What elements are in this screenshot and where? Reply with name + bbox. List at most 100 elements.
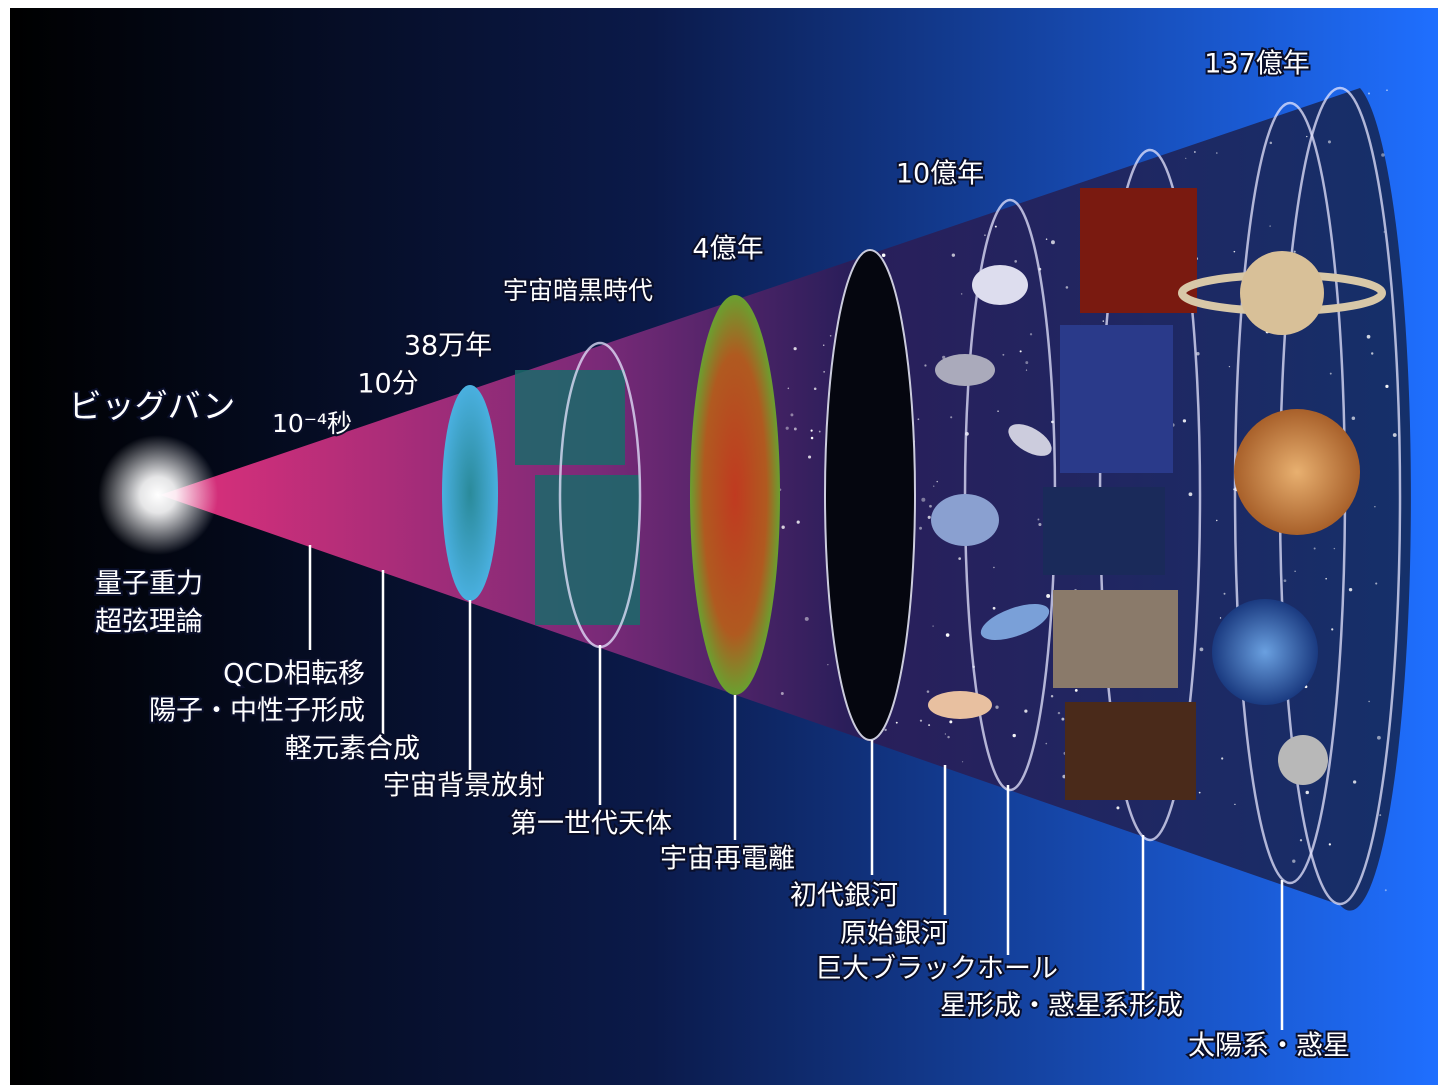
photo bbox=[1080, 188, 1197, 313]
star bbox=[1045, 238, 1048, 240]
star bbox=[1102, 320, 1105, 322]
epoch-label: 10分 bbox=[357, 369, 418, 400]
galaxy bbox=[931, 494, 999, 546]
star bbox=[1219, 617, 1222, 619]
star bbox=[810, 429, 813, 432]
star bbox=[781, 525, 785, 529]
star bbox=[1185, 157, 1187, 159]
star bbox=[1025, 361, 1029, 365]
star bbox=[947, 735, 950, 739]
event-label: 太陽系・惑星 bbox=[1188, 1031, 1350, 1062]
big-bang-label: ビッグバン bbox=[69, 387, 236, 426]
epoch-label: 10⁻⁴秒 bbox=[272, 409, 352, 438]
saturn bbox=[1240, 251, 1324, 335]
cmb-map bbox=[442, 385, 498, 601]
star bbox=[984, 234, 986, 236]
star bbox=[1327, 140, 1331, 144]
star bbox=[823, 371, 825, 373]
star bbox=[1012, 733, 1016, 738]
event-label: 星形成・惑星系形成 bbox=[940, 991, 1183, 1022]
epoch-label: 38万年 bbox=[404, 331, 492, 362]
star bbox=[1366, 334, 1371, 339]
star bbox=[787, 387, 790, 390]
event-label: 量子重力 bbox=[95, 569, 203, 600]
star bbox=[895, 721, 898, 724]
star bbox=[1057, 711, 1061, 715]
star bbox=[1188, 492, 1193, 497]
star bbox=[1216, 152, 1218, 154]
photo bbox=[1060, 325, 1173, 473]
star bbox=[1221, 757, 1224, 760]
star bbox=[1233, 250, 1236, 253]
star bbox=[1002, 353, 1005, 356]
star bbox=[961, 761, 964, 763]
star bbox=[929, 504, 932, 508]
event-label: 宇宙再電離 bbox=[660, 844, 795, 875]
star bbox=[1386, 89, 1388, 91]
star bbox=[1374, 506, 1376, 508]
galaxy bbox=[980, 603, 1050, 641]
star bbox=[1325, 577, 1327, 580]
star bbox=[1269, 141, 1273, 145]
star bbox=[813, 387, 817, 391]
star bbox=[1038, 522, 1042, 527]
star bbox=[793, 347, 797, 351]
simulation-cube bbox=[515, 370, 625, 465]
star bbox=[992, 606, 996, 610]
star bbox=[1351, 416, 1356, 421]
star bbox=[1377, 735, 1381, 740]
star bbox=[1046, 594, 1051, 598]
star bbox=[1074, 688, 1078, 692]
event-label: 軽元素合成 bbox=[285, 734, 420, 765]
star bbox=[1029, 333, 1033, 336]
star bbox=[997, 410, 999, 412]
star bbox=[1045, 742, 1048, 745]
star bbox=[924, 364, 927, 367]
epoch-label: 4億年 bbox=[692, 234, 763, 265]
star bbox=[1019, 350, 1022, 353]
star bbox=[1353, 780, 1357, 784]
star bbox=[917, 418, 920, 421]
star bbox=[1223, 592, 1226, 595]
event-label: QCD相転移 bbox=[223, 659, 365, 690]
star bbox=[1299, 839, 1303, 842]
star bbox=[1392, 433, 1397, 437]
galaxy bbox=[935, 354, 995, 386]
star bbox=[1193, 151, 1196, 153]
star bbox=[1384, 889, 1387, 892]
star bbox=[822, 344, 825, 346]
photo bbox=[1053, 590, 1178, 688]
star bbox=[1375, 582, 1378, 585]
star bbox=[919, 719, 923, 722]
star bbox=[1328, 843, 1331, 846]
star bbox=[1305, 790, 1309, 795]
event-label: 第一世代天体 bbox=[510, 809, 672, 840]
star bbox=[1182, 419, 1187, 423]
star bbox=[958, 557, 962, 561]
epoch-label: 137億年 bbox=[1204, 49, 1310, 80]
star bbox=[1293, 250, 1296, 253]
star bbox=[818, 430, 821, 433]
star bbox=[1292, 859, 1296, 863]
star bbox=[1370, 352, 1374, 355]
event-label: 超弦理論 bbox=[95, 607, 203, 638]
star bbox=[804, 616, 809, 621]
deep-field bbox=[824, 249, 916, 741]
star bbox=[810, 436, 814, 440]
star bbox=[785, 426, 789, 430]
star bbox=[1014, 260, 1018, 263]
earth bbox=[1212, 599, 1318, 705]
epoch-label: 10億年 bbox=[896, 159, 984, 190]
star bbox=[1037, 518, 1040, 521]
star bbox=[884, 728, 887, 732]
star bbox=[949, 720, 953, 724]
event-label: 巨大ブラックホール bbox=[815, 954, 1058, 985]
star bbox=[1329, 372, 1332, 375]
star bbox=[944, 733, 946, 735]
reionization-map bbox=[690, 295, 780, 695]
star bbox=[1116, 806, 1120, 810]
star bbox=[932, 625, 934, 627]
star bbox=[1065, 286, 1069, 289]
moon bbox=[1278, 735, 1328, 785]
star bbox=[827, 663, 829, 666]
